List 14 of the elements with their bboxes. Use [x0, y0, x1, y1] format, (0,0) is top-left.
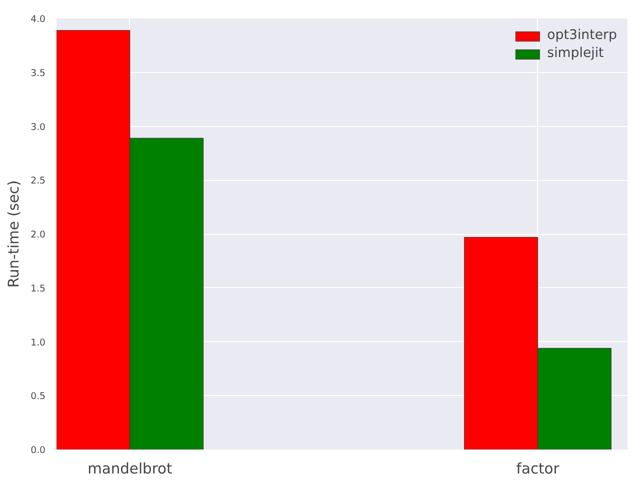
y-tick-label: 1.0 [30, 337, 46, 348]
legend-label: opt3interp [547, 28, 617, 43]
x-tick-label: factor [516, 460, 560, 478]
y-tick-label: 2.0 [30, 230, 46, 240]
y-tick-label: 4.0 [30, 14, 46, 25]
y-tick-label: 3.5 [30, 68, 46, 79]
x-tick-label: mandelbrot [88, 460, 172, 478]
y-axis-title: Run-time (sec) [6, 180, 23, 288]
legend-label: simplejit [547, 46, 604, 61]
y-tick-label: 3.0 [30, 122, 46, 133]
y-tick-label: 0.5 [30, 391, 46, 402]
y-tick-label: 2.5 [30, 176, 46, 187]
y-tick-label: 0.0 [30, 445, 46, 456]
y-tick-label: 1.5 [30, 283, 46, 294]
